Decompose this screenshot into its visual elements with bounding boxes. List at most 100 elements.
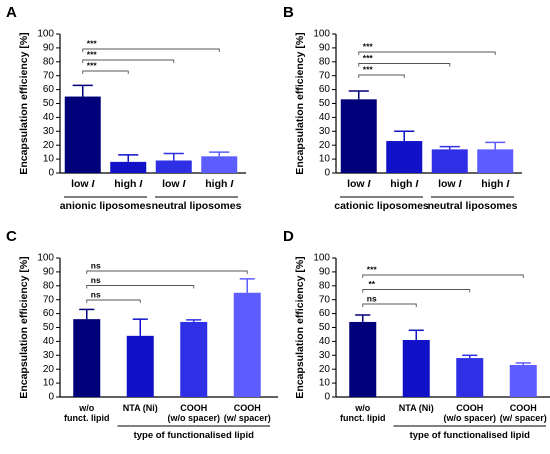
significance-bracket <box>82 59 175 63</box>
y-axis-title: Encapsulation efficiency [%] <box>18 256 30 398</box>
y-tick-label: 20 <box>319 364 331 375</box>
category-label: COOH (w/o spacer) <box>443 403 496 423</box>
bar <box>64 96 101 173</box>
significance-label: ns <box>91 275 101 285</box>
y-tick-label: 100 <box>37 253 54 264</box>
y-axis-title: Encapsulation efficiency [%] <box>294 256 306 398</box>
bar <box>180 321 208 397</box>
category-label: NTA (Ni) <box>399 403 434 413</box>
y-axis-title: Encapsulation efficiency [%] <box>294 32 306 174</box>
y-tick-label: 90 <box>43 43 55 54</box>
significance-bracket <box>358 74 405 78</box>
panel-letter-b: B <box>283 4 294 21</box>
y-tick-label: 40 <box>43 112 55 123</box>
group-label: type of functionalised lipid <box>134 430 255 441</box>
y-tick-label: 0 <box>324 392 330 403</box>
chart-panel-b: 0 10 20 30 40 50 60 70 80 90 100 Encapsulation effi… <box>294 29 522 212</box>
y-tick-label: 50 <box>319 98 331 109</box>
significance-label: *** <box>87 50 98 60</box>
significance-bracket <box>82 70 129 74</box>
y-tick-label: 70 <box>43 294 55 305</box>
significance-label: *** <box>87 39 98 49</box>
bar <box>431 149 468 173</box>
y-tick-label: 50 <box>319 322 331 333</box>
significance-label: *** <box>87 61 98 71</box>
category-label: low I <box>71 178 95 190</box>
y-tick-label: 30 <box>43 350 55 361</box>
significance-bracket <box>362 289 471 293</box>
panel-letter-d: D <box>283 228 294 245</box>
bar <box>386 141 423 173</box>
y-tick-label: 60 <box>319 84 331 95</box>
category-label: NTA (Ni) <box>123 403 158 413</box>
y-tick-label: 90 <box>319 267 331 278</box>
y-tick-label: 60 <box>43 84 55 95</box>
y-axis-title: Encapsulation efficiency [%] <box>18 32 30 174</box>
significance-bracket <box>362 303 417 307</box>
bar <box>456 358 484 397</box>
y-tick-label: 20 <box>319 140 331 151</box>
y-tick-label: 30 <box>319 126 331 137</box>
group-label: neutral liposomes <box>428 200 518 212</box>
y-tick-label: 80 <box>43 280 55 291</box>
category-label: w/o funct. lipid <box>340 403 386 423</box>
bar <box>73 319 101 397</box>
y-tick-label: 10 <box>43 378 55 389</box>
bar <box>201 156 238 173</box>
category-label: high I <box>205 178 234 190</box>
y-tick-label: 90 <box>43 267 55 278</box>
y-tick-label: 70 <box>319 70 331 81</box>
y-tick-label: 10 <box>319 154 331 165</box>
significance-label: *** <box>363 42 374 52</box>
significance-label: *** <box>363 53 374 63</box>
y-tick-label: 0 <box>48 168 54 179</box>
chart-panel-a: 0 10 20 30 40 50 60 70 80 90 100 Encapsulation effi… <box>18 29 246 212</box>
bar <box>233 292 261 397</box>
significance-bracket <box>86 299 141 303</box>
y-tick-label: 50 <box>43 322 55 333</box>
y-tick-label: 80 <box>319 56 331 67</box>
y-tick-label: 40 <box>319 336 331 347</box>
significance-label: ns <box>91 290 101 300</box>
group-label: neutral liposomes <box>152 200 242 212</box>
significance-bracket <box>86 270 248 274</box>
y-tick-label: 60 <box>43 308 55 319</box>
bar <box>110 161 147 173</box>
panel-letter-a: A <box>6 4 17 21</box>
y-tick-label: 50 <box>43 98 55 109</box>
category-label: high I <box>390 178 419 190</box>
significance-bracket <box>86 285 195 289</box>
significance-label: *** <box>363 65 374 75</box>
chart-panel-d: 0 10 20 30 40 50 60 70 80 90 100 Encapsulation effi… <box>294 253 550 441</box>
y-tick-label: 80 <box>43 56 55 67</box>
significance-label: ns <box>91 261 101 271</box>
significance-bracket <box>362 274 524 278</box>
category-label: w/o funct. lipid <box>64 403 110 423</box>
category-label: COOH (w/o spacer) <box>167 403 220 423</box>
category-label: COOH (w/ spacer) <box>224 403 271 423</box>
y-tick-label: 10 <box>319 378 331 389</box>
significance-label: ns <box>367 294 377 304</box>
significance-label: *** <box>367 265 378 275</box>
category-label: high I <box>481 178 510 190</box>
y-tick-label: 70 <box>319 294 331 305</box>
y-tick-label: 40 <box>319 112 331 123</box>
y-tick-label: 100 <box>313 29 330 40</box>
significance-bracket <box>358 63 451 67</box>
y-tick-label: 0 <box>48 392 54 403</box>
category-label: low I <box>347 178 371 190</box>
group-label: cationic liposomes <box>334 200 429 212</box>
chart-panel-c: 0 10 20 30 40 50 60 70 80 90 100 Encapsulation effi… <box>18 253 278 441</box>
bar <box>509 365 537 397</box>
category-label: high I <box>114 178 143 190</box>
y-tick-label: 20 <box>43 364 55 375</box>
y-tick-label: 40 <box>43 336 55 347</box>
bar <box>477 149 514 173</box>
y-tick-label: 100 <box>37 29 54 40</box>
y-tick-label: 30 <box>319 350 331 361</box>
category-label: low I <box>438 178 462 190</box>
category-label: COOH (w/ spacer) <box>500 403 547 423</box>
y-tick-label: 20 <box>43 140 55 151</box>
y-tick-label: 30 <box>43 126 55 137</box>
